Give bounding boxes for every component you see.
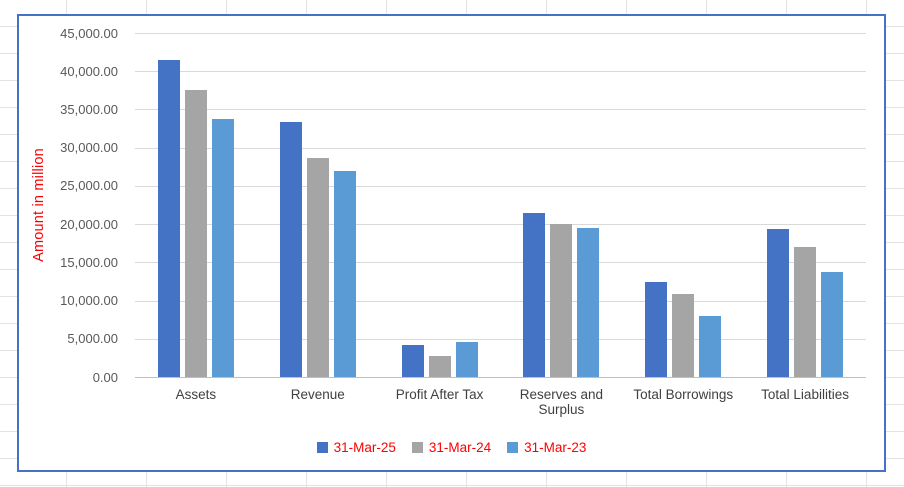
y-tick-label: 25,000.00 (60, 178, 118, 194)
gridline (135, 224, 866, 225)
plot-area[interactable] (135, 33, 866, 378)
gridline (135, 148, 866, 149)
legend[interactable]: 31-Mar-25 31-Mar-24 31-Mar-23 (19, 440, 884, 455)
x-axis-category-labels[interactable]: Assets Revenue Profit After Tax Reserves an… (135, 387, 866, 417)
y-tick-label: 15,000.00 (60, 254, 118, 270)
gridline (135, 262, 866, 263)
legend-swatch-icon (507, 442, 519, 453)
gridline (135, 33, 866, 34)
y-tick-label: 5,000.00 (67, 331, 118, 347)
gridline (135, 109, 866, 110)
legend-label: 31-Mar-23 (524, 440, 587, 455)
legend-label: 31-Mar-24 (428, 440, 492, 455)
bar-profit-after-tax-31-mar-25[interactable] (401, 345, 424, 377)
y-tick-label: 10,000.00 (60, 293, 118, 309)
bar-groups (135, 33, 866, 377)
bar-revenue-31-mar-25[interactable] (279, 122, 302, 377)
category-label-total-borrowings: Total Borrowings (633, 387, 734, 402)
gridline (135, 186, 866, 187)
bar-profit-after-tax-31-mar-24[interactable] (428, 356, 451, 377)
legend-swatch-icon (316, 442, 328, 453)
bar-group-revenue (257, 33, 379, 377)
y-tick-label: 20,000.00 (60, 216, 118, 232)
category-label-total-liabilities: Total Liabilities (761, 387, 849, 402)
y-tick-label: 40,000.00 (60, 63, 118, 79)
bar-total-liabilities-31-mar-25[interactable] (767, 229, 790, 377)
y-tick-label: 30,000.00 (60, 140, 118, 156)
y-tick-label: 35,000.00 (60, 101, 118, 117)
bar-group-assets (135, 33, 257, 377)
legend-item-31-mar-25[interactable]: 31-Mar-25 (316, 440, 396, 455)
y-axis-tick-labels[interactable]: 45,000.00 40,000.00 35,000.00 30,000.00 25,0… (19, 26, 118, 385)
bar-assets-31-mar-24[interactable] (184, 90, 207, 377)
category-label-revenue: Revenue (290, 387, 345, 402)
bar-revenue-31-mar-23[interactable] (333, 171, 356, 377)
bar-total-liabilities-31-mar-23[interactable] (821, 272, 844, 377)
bar-total-borrowings-31-mar-25[interactable] (645, 282, 668, 377)
category-label-reserves-and-surplus: Reserves and Surplus (519, 387, 604, 418)
legend-swatch-icon (411, 442, 423, 453)
bar-revenue-31-mar-24[interactable] (306, 158, 329, 377)
bar-profit-after-tax-31-mar-23[interactable] (455, 342, 478, 377)
legend-item-31-mar-23[interactable]: 31-Mar-23 (507, 440, 586, 455)
gridline (135, 301, 866, 302)
gridline (135, 71, 866, 72)
bar-total-liabilities-31-mar-24[interactable] (794, 247, 817, 377)
bar-group-total-borrowings (622, 33, 744, 377)
bar-group-profit-after-tax (379, 33, 501, 377)
category-label-profit-after-tax: Profit After Tax (395, 387, 484, 402)
bar-group-reserves-and-surplus (500, 33, 622, 377)
bar-group-total-liabilities (744, 33, 866, 377)
category-label-assets: Assets (175, 387, 217, 402)
legend-item-31-mar-24[interactable]: 31-Mar-24 (411, 440, 492, 455)
legend-label: 31-Mar-25 (333, 440, 396, 455)
chart-area[interactable]: Amount in million 45,000.00 40,000.00 35,0… (17, 14, 886, 472)
bar-reserves-and-surplus-31-mar-24[interactable] (550, 224, 573, 377)
y-tick-label: 45,000.00 (60, 25, 118, 41)
bar-assets-31-mar-25[interactable] (157, 60, 180, 377)
y-tick-label: 0.00 (92, 369, 118, 385)
bar-reserves-and-surplus-31-mar-25[interactable] (523, 213, 546, 377)
x-axis-line (135, 377, 866, 378)
bar-reserves-and-surplus-31-mar-23[interactable] (577, 228, 600, 377)
gridline (135, 339, 866, 340)
bar-total-borrowings-31-mar-24[interactable] (672, 294, 695, 377)
bar-total-borrowings-31-mar-23[interactable] (699, 316, 722, 377)
bar-assets-31-mar-23[interactable] (211, 119, 234, 377)
